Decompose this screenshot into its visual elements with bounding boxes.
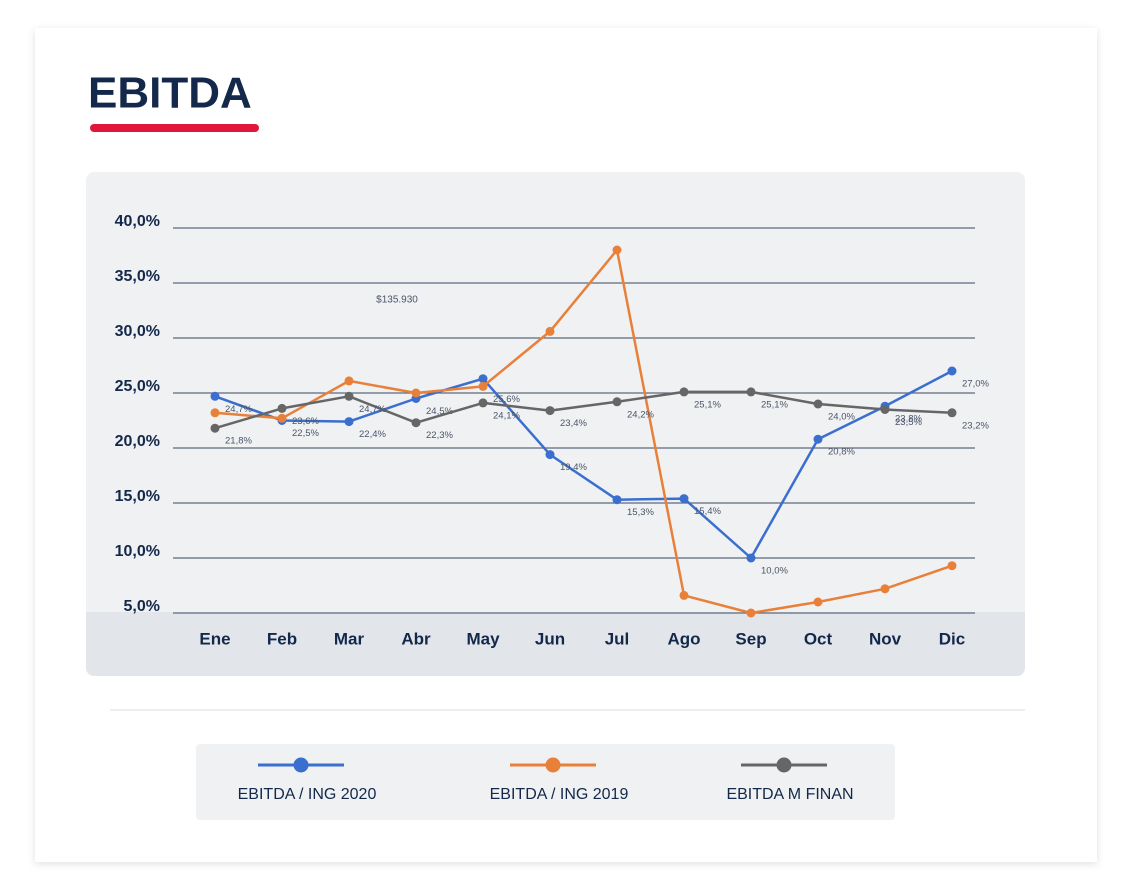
data-label: 23,5% xyxy=(895,417,922,428)
data-label: 22,5% xyxy=(292,428,319,439)
data-point xyxy=(679,387,689,397)
data-point xyxy=(746,608,756,618)
y-tick-label: 35,0% xyxy=(115,268,160,285)
data-point xyxy=(478,398,488,408)
plot-panel xyxy=(86,172,1025,676)
x-tick-label: Jun xyxy=(535,629,565,648)
data-point xyxy=(880,584,890,594)
data-point xyxy=(813,399,823,409)
x-tick-label: Ago xyxy=(667,629,700,648)
data-point xyxy=(210,408,220,418)
data-point xyxy=(344,417,354,427)
data-label: 15,4% xyxy=(694,506,721,517)
x-tick-label: Mar xyxy=(334,629,365,648)
data-label: 25,6% xyxy=(493,394,520,405)
data-point xyxy=(947,366,957,376)
annotation: $135.930 xyxy=(376,295,418,306)
data-point xyxy=(210,391,220,401)
y-tick-label: 40,0% xyxy=(115,213,160,230)
data-label: 23,8% xyxy=(895,414,922,425)
data-label: 21,8% xyxy=(225,436,252,447)
series-line xyxy=(214,369,953,560)
x-tick-label: Ene xyxy=(199,629,230,648)
data-point xyxy=(277,413,287,423)
data-point xyxy=(746,387,756,397)
data-label: 23,2% xyxy=(962,420,989,431)
y-tick-label: 5,0% xyxy=(124,598,160,615)
y-tick-label: 25,0% xyxy=(115,378,160,395)
title-underline xyxy=(90,124,259,132)
data-label: 24,5% xyxy=(426,406,453,417)
data-point xyxy=(545,450,555,460)
legend-label: EBITDA M FINAN xyxy=(726,786,853,803)
x-tick-label: May xyxy=(466,629,500,648)
data-point xyxy=(411,388,421,398)
chart-title: EBITDA xyxy=(88,69,252,118)
y-tick-label: 10,0% xyxy=(115,543,160,560)
y-tick-label: 30,0% xyxy=(115,323,160,340)
data-label: 22,3% xyxy=(426,430,453,441)
legend-marker xyxy=(776,757,792,773)
data-label: 25,1% xyxy=(761,399,788,410)
x-tick-label: Sep xyxy=(735,629,766,648)
data-point xyxy=(478,381,488,391)
x-tick-label: Nov xyxy=(869,629,902,648)
data-label: 15,3% xyxy=(627,507,654,518)
data-point xyxy=(344,376,354,386)
data-label: 19,4% xyxy=(560,462,587,473)
data-label: 24,2% xyxy=(627,409,654,420)
legend-label: EBITDA / ING 2020 xyxy=(238,786,377,803)
x-tick-label: Oct xyxy=(804,629,833,648)
data-label: 20,8% xyxy=(828,447,855,458)
data-label: 23,4% xyxy=(560,418,587,429)
data-label: 23,6% xyxy=(292,416,319,427)
x-tick-label: Feb xyxy=(267,629,297,648)
data-point xyxy=(612,245,622,255)
data-point xyxy=(612,397,622,407)
data-point xyxy=(344,391,354,401)
data-label: 25,1% xyxy=(694,399,721,410)
data-point xyxy=(545,326,555,336)
x-tick-label: Dic xyxy=(939,629,965,648)
data-point xyxy=(411,418,421,428)
data-point xyxy=(679,590,689,600)
data-point xyxy=(210,423,220,433)
data-label: 22,4% xyxy=(359,429,386,440)
data-point xyxy=(746,553,756,563)
data-point xyxy=(947,408,957,418)
legend xyxy=(196,744,895,820)
data-point xyxy=(947,561,957,571)
x-tick-label: Jul xyxy=(605,629,630,648)
data-label: 24,7% xyxy=(225,404,252,415)
data-point xyxy=(277,403,287,413)
data-label: 24,7% xyxy=(359,404,386,415)
data-point xyxy=(813,434,823,444)
data-label: 10,0% xyxy=(761,566,788,577)
data-label: 27,0% xyxy=(962,379,989,390)
data-point xyxy=(612,495,622,505)
y-tick-label: 15,0% xyxy=(115,488,160,505)
data-point xyxy=(880,405,890,414)
series-line xyxy=(214,390,953,430)
data-label: 24,0% xyxy=(828,412,855,423)
data-point xyxy=(545,406,555,416)
axis-band xyxy=(86,612,1025,676)
legend-marker xyxy=(545,757,561,773)
data-point xyxy=(478,374,488,384)
series-line xyxy=(214,248,953,615)
y-tick-label: 20,0% xyxy=(115,433,160,450)
legend-label: EBITDA / ING 2019 xyxy=(490,786,629,803)
legend-marker xyxy=(293,757,309,773)
x-tick-label: Abr xyxy=(401,629,431,648)
data-point xyxy=(813,597,823,607)
data-point xyxy=(679,494,689,504)
data-label: 24,1% xyxy=(493,410,520,421)
